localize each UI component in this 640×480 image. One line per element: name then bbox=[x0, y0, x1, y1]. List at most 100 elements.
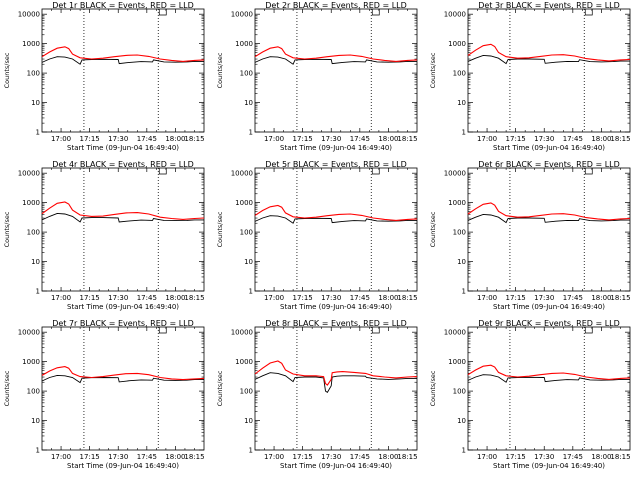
y-tick-label: 100 bbox=[453, 229, 466, 237]
y-tick-label: 10 bbox=[31, 99, 40, 107]
series-lld-line bbox=[467, 43, 631, 62]
series-events-line bbox=[41, 212, 204, 223]
y-tick-label: 100 bbox=[240, 229, 253, 237]
x-tick-label: 17:15 bbox=[80, 453, 100, 461]
x-tick-label: 17:00 bbox=[51, 135, 71, 143]
plot-title: Det 8r BLACK = Events, RED = LLD bbox=[265, 319, 407, 328]
plot-title: Det 4r BLACK = Events, RED = LLD bbox=[52, 160, 194, 169]
series-lld-line bbox=[254, 46, 418, 62]
y-tick-label: 1000 bbox=[22, 358, 40, 366]
y-tick-label: 1000 bbox=[235, 358, 253, 366]
x-axis-label: Start Time (09-Jun-04 16:49:40) bbox=[493, 303, 605, 311]
x-tick-label: 18:00 bbox=[591, 135, 611, 143]
y-tick-label: 1000 bbox=[235, 40, 253, 48]
x-tick-label: 17:15 bbox=[506, 453, 526, 461]
x-tick-label: 17:45 bbox=[563, 294, 583, 302]
x-tick-label: 17:15 bbox=[506, 135, 526, 143]
x-tick-label: 18:00 bbox=[165, 294, 185, 302]
y-tick-label: 100 bbox=[240, 388, 253, 396]
y-axis-label: Counts/sec bbox=[429, 370, 437, 406]
interval-bracket bbox=[158, 327, 167, 334]
x-tick-label: 17:45 bbox=[137, 135, 157, 143]
y-tick-label: 1 bbox=[36, 288, 40, 296]
y-tick-label: 10000 bbox=[18, 11, 40, 19]
x-tick-label: 17:30 bbox=[534, 453, 554, 461]
y-tick-label: 10 bbox=[244, 258, 253, 266]
y-tick-label: 100 bbox=[453, 70, 466, 78]
interval-bracket bbox=[584, 327, 593, 334]
x-tick-label: 17:00 bbox=[477, 135, 497, 143]
series-events-line bbox=[254, 372, 417, 394]
y-tick-label: 1 bbox=[462, 447, 466, 455]
x-tick-label: 18:15 bbox=[397, 453, 417, 461]
y-tick-label: 10 bbox=[31, 417, 40, 425]
series-lld-line bbox=[467, 364, 631, 380]
series-lld-line bbox=[467, 202, 631, 221]
x-tick-label: 18:15 bbox=[610, 135, 630, 143]
plot-title: Det 5r BLACK = Events, RED = LLD bbox=[265, 160, 407, 169]
x-tick-label: 17:45 bbox=[350, 453, 370, 461]
x-tick-label: 17:15 bbox=[80, 294, 100, 302]
plot-det-1: Det 1r BLACK = Events, RED = LLD 1 10 100 10… bbox=[3, 1, 205, 152]
plot-frame bbox=[41, 326, 205, 451]
plot-title: Det 9r BLACK = Events, RED = LLD bbox=[478, 319, 620, 328]
plot-frame bbox=[254, 326, 418, 451]
y-tick-label: 10 bbox=[457, 417, 466, 425]
y-tick-label: 10000 bbox=[444, 11, 466, 19]
plot-frame bbox=[467, 167, 631, 292]
y-tick-label: 1000 bbox=[22, 40, 40, 48]
x-tick-label: 18:00 bbox=[378, 453, 398, 461]
x-tick-label: 18:15 bbox=[184, 135, 204, 143]
plot-frame bbox=[41, 167, 205, 292]
y-tick-label: 1000 bbox=[448, 358, 466, 366]
x-tick-label: 17:30 bbox=[321, 453, 341, 461]
plot-det-5: Det 5r BLACK = Events, RED = LLD 1 10 100 10… bbox=[216, 160, 418, 311]
y-tick-label: 1 bbox=[249, 447, 253, 455]
plot-frame bbox=[254, 167, 418, 292]
interval-bracket bbox=[371, 168, 380, 175]
x-tick-label: 17:15 bbox=[80, 135, 100, 143]
y-axis-label: Counts/sec bbox=[3, 211, 11, 247]
plot-frame bbox=[467, 8, 631, 133]
x-tick-label: 17:30 bbox=[108, 135, 128, 143]
plot-title: Det 7r BLACK = Events, RED = LLD bbox=[52, 319, 194, 328]
x-tick-label: 17:45 bbox=[350, 294, 370, 302]
plot-det-7: Det 7r BLACK = Events, RED = LLD 1 10 100 10… bbox=[3, 319, 205, 470]
series-events-line bbox=[467, 213, 630, 224]
y-tick-label: 10 bbox=[244, 99, 253, 107]
y-tick-label: 100 bbox=[27, 229, 40, 237]
y-tick-label: 100 bbox=[27, 70, 40, 78]
y-tick-label: 1 bbox=[249, 129, 253, 137]
interval-bracket bbox=[584, 168, 593, 175]
y-tick-label: 10000 bbox=[231, 170, 253, 178]
x-axis-label: Start Time (09-Jun-04 16:49:40) bbox=[280, 303, 392, 311]
x-tick-label: 17:30 bbox=[534, 135, 554, 143]
x-tick-label: 18:00 bbox=[165, 135, 185, 143]
y-tick-label: 1000 bbox=[448, 40, 466, 48]
x-axis-label: Start Time (09-Jun-04 16:49:40) bbox=[493, 462, 605, 470]
x-tick-label: 17:15 bbox=[293, 135, 313, 143]
plot-frame bbox=[467, 326, 631, 451]
series-lld-line bbox=[254, 360, 418, 386]
plot-frame bbox=[254, 8, 418, 133]
x-tick-label: 18:00 bbox=[165, 453, 185, 461]
x-tick-label: 17:00 bbox=[477, 294, 497, 302]
x-tick-label: 18:15 bbox=[184, 294, 204, 302]
interval-bracket bbox=[371, 9, 380, 16]
interval-bracket bbox=[371, 327, 380, 334]
plot-det-3: Det 3r BLACK = Events, RED = LLD 1 10 100 10… bbox=[429, 1, 631, 152]
y-tick-label: 1000 bbox=[22, 199, 40, 207]
x-tick-label: 18:00 bbox=[378, 294, 398, 302]
y-tick-label: 10000 bbox=[18, 170, 40, 178]
x-tick-label: 17:45 bbox=[563, 453, 583, 461]
x-tick-label: 17:30 bbox=[108, 453, 128, 461]
x-tick-label: 18:00 bbox=[378, 135, 398, 143]
y-axis-label: Counts/sec bbox=[429, 211, 437, 247]
y-tick-label: 10000 bbox=[444, 170, 466, 178]
y-tick-label: 1 bbox=[462, 129, 466, 137]
x-tick-label: 18:15 bbox=[610, 453, 630, 461]
x-tick-label: 17:30 bbox=[321, 135, 341, 143]
plot-det-9: Det 9r BLACK = Events, RED = LLD 1 10 100 10… bbox=[429, 319, 631, 470]
y-tick-label: 1 bbox=[36, 447, 40, 455]
